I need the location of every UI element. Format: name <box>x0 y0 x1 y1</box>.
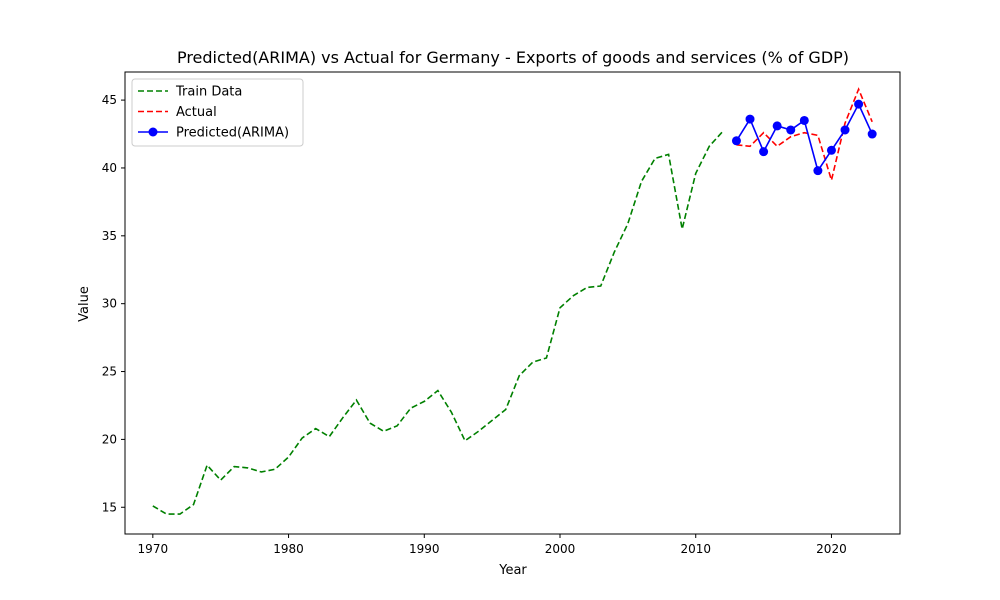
chart-title: Predicted(ARIMA) vs Actual for Germany -… <box>177 48 849 67</box>
legend-label-0: Train Data <box>175 85 242 100</box>
plot-frame <box>124 71 901 535</box>
series-point-2-5 <box>799 115 809 125</box>
axis-ticks: 1970 1980 1990 2000 2010 2020 15 20 25 30 35 40 45 <box>102 93 847 556</box>
plot-area <box>152 87 877 515</box>
x-tick-label-3: 2000 <box>545 542 576 556</box>
series-point-2-7 <box>826 145 836 155</box>
y-tick-label-6: 45 <box>102 93 117 107</box>
series-point-2-3 <box>772 121 782 131</box>
series-line-0 <box>152 130 724 515</box>
x-tick-label-4: 2010 <box>680 542 711 556</box>
x-axis-label: Year <box>498 563 527 578</box>
legend: Train Data Actual Predicted(ARIMA) <box>131 78 304 147</box>
x-tick-label-5: 2020 <box>816 542 847 556</box>
x-tick-label-2: 1990 <box>409 542 440 556</box>
y-tick-label-1: 20 <box>102 432 117 446</box>
series-point-2-4 <box>786 125 796 135</box>
y-tick-label-3: 30 <box>102 297 117 311</box>
x-tick-label-1: 1980 <box>273 542 304 556</box>
y-tick-label-2: 25 <box>102 365 117 379</box>
x-tick-label-0: 1970 <box>138 542 169 556</box>
series-line-1 <box>736 87 873 184</box>
legend-label-1: Actual <box>176 105 217 120</box>
series-point-2-0 <box>731 136 741 146</box>
series-point-2-8 <box>840 125 850 135</box>
legend-box <box>131 78 304 147</box>
series-point-2-10 <box>867 129 877 139</box>
legend-label-2: Predicted(ARIMA) <box>176 126 289 141</box>
series-point-2-9 <box>854 99 864 109</box>
y-tick-label-0: 15 <box>102 500 117 514</box>
series-point-2-6 <box>813 166 823 176</box>
y-axis-label: Value <box>77 286 92 322</box>
y-tick-label-4: 35 <box>102 229 117 243</box>
y-tick-label-5: 40 <box>102 161 117 175</box>
legend-marker-2 <box>148 127 158 137</box>
series-point-2-1 <box>745 114 755 124</box>
series-point-2-2 <box>759 147 769 157</box>
